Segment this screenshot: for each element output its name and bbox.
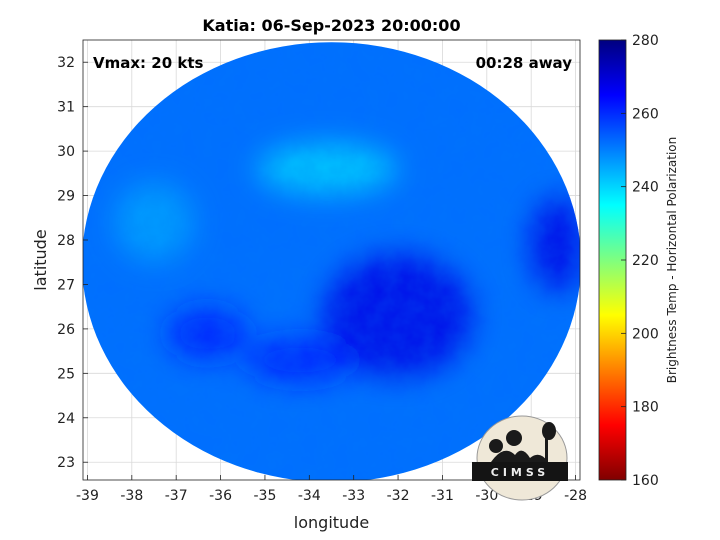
- x-tick-label: -39: [76, 488, 99, 504]
- plot-frame: [82, 39, 581, 481]
- colorbar: 280 260 240 220 200 180 160 Brightness Temp - …: [598, 33, 679, 489]
- colorbar-tick-label: 160: [632, 473, 659, 489]
- y-tick-label: 32: [57, 55, 75, 71]
- y-tick-label: 31: [57, 100, 75, 116]
- colorbar-tick-label: 240: [632, 180, 659, 196]
- x-tick-label: -34: [298, 488, 321, 504]
- colorbar-tick-label: 180: [632, 400, 659, 416]
- colorbar-ticks: 280 260 240 220 200 180 160: [621, 33, 659, 489]
- x-tick-label: -35: [254, 488, 277, 504]
- colorbar-tick-label: 200: [632, 326, 659, 342]
- logo-text: CIMSS: [491, 466, 549, 479]
- colorbar-label: Brightness Temp - Horizontal Polarizatio…: [665, 137, 679, 384]
- satellite-swath: [83, 42, 580, 480]
- y-axis-ticks: 23 24 25 26 27 28 29 30 31 32: [57, 55, 88, 471]
- x-tick-label: -33: [342, 488, 365, 504]
- x-tick-label: -30: [475, 488, 498, 504]
- x-axis-label: longitude: [294, 513, 369, 532]
- y-tick-label: 28: [57, 233, 75, 249]
- x-tick-label: -32: [387, 488, 410, 504]
- x-tick-label: -28: [564, 488, 587, 504]
- x-tick-label: -37: [165, 488, 188, 504]
- time-away-annotation: 00:28 away: [476, 54, 573, 72]
- x-tick-label: -31: [431, 488, 454, 504]
- y-tick-label: 26: [57, 322, 75, 338]
- y-tick-label: 29: [57, 189, 75, 205]
- x-tick-label: -36: [209, 488, 232, 504]
- y-tick-label: 30: [57, 144, 75, 160]
- swath-disk: [83, 42, 580, 480]
- cimss-logo: CIMSS: [472, 415, 568, 501]
- y-axis-label: latitude: [31, 229, 50, 290]
- colorbar-tick-label: 260: [632, 106, 659, 122]
- colorbar-tick-label: 280: [632, 33, 659, 49]
- y-tick-label: 27: [57, 277, 75, 293]
- colorbar-tick-label: 220: [632, 253, 659, 269]
- y-tick-label: 25: [57, 366, 75, 382]
- plot-axes: -39-38-37-36-35-34-33-32-31-30-29-28 232…: [57, 39, 587, 504]
- y-tick-label: 24: [57, 411, 75, 427]
- swath-texture: [83, 42, 580, 480]
- y-tick-label: 23: [57, 455, 75, 471]
- vmax-annotation: Vmax: 20 kts: [93, 54, 203, 72]
- chart-title: Katia: 06-Sep-2023 20:00:00: [202, 16, 460, 35]
- x-tick-label: -38: [120, 488, 143, 504]
